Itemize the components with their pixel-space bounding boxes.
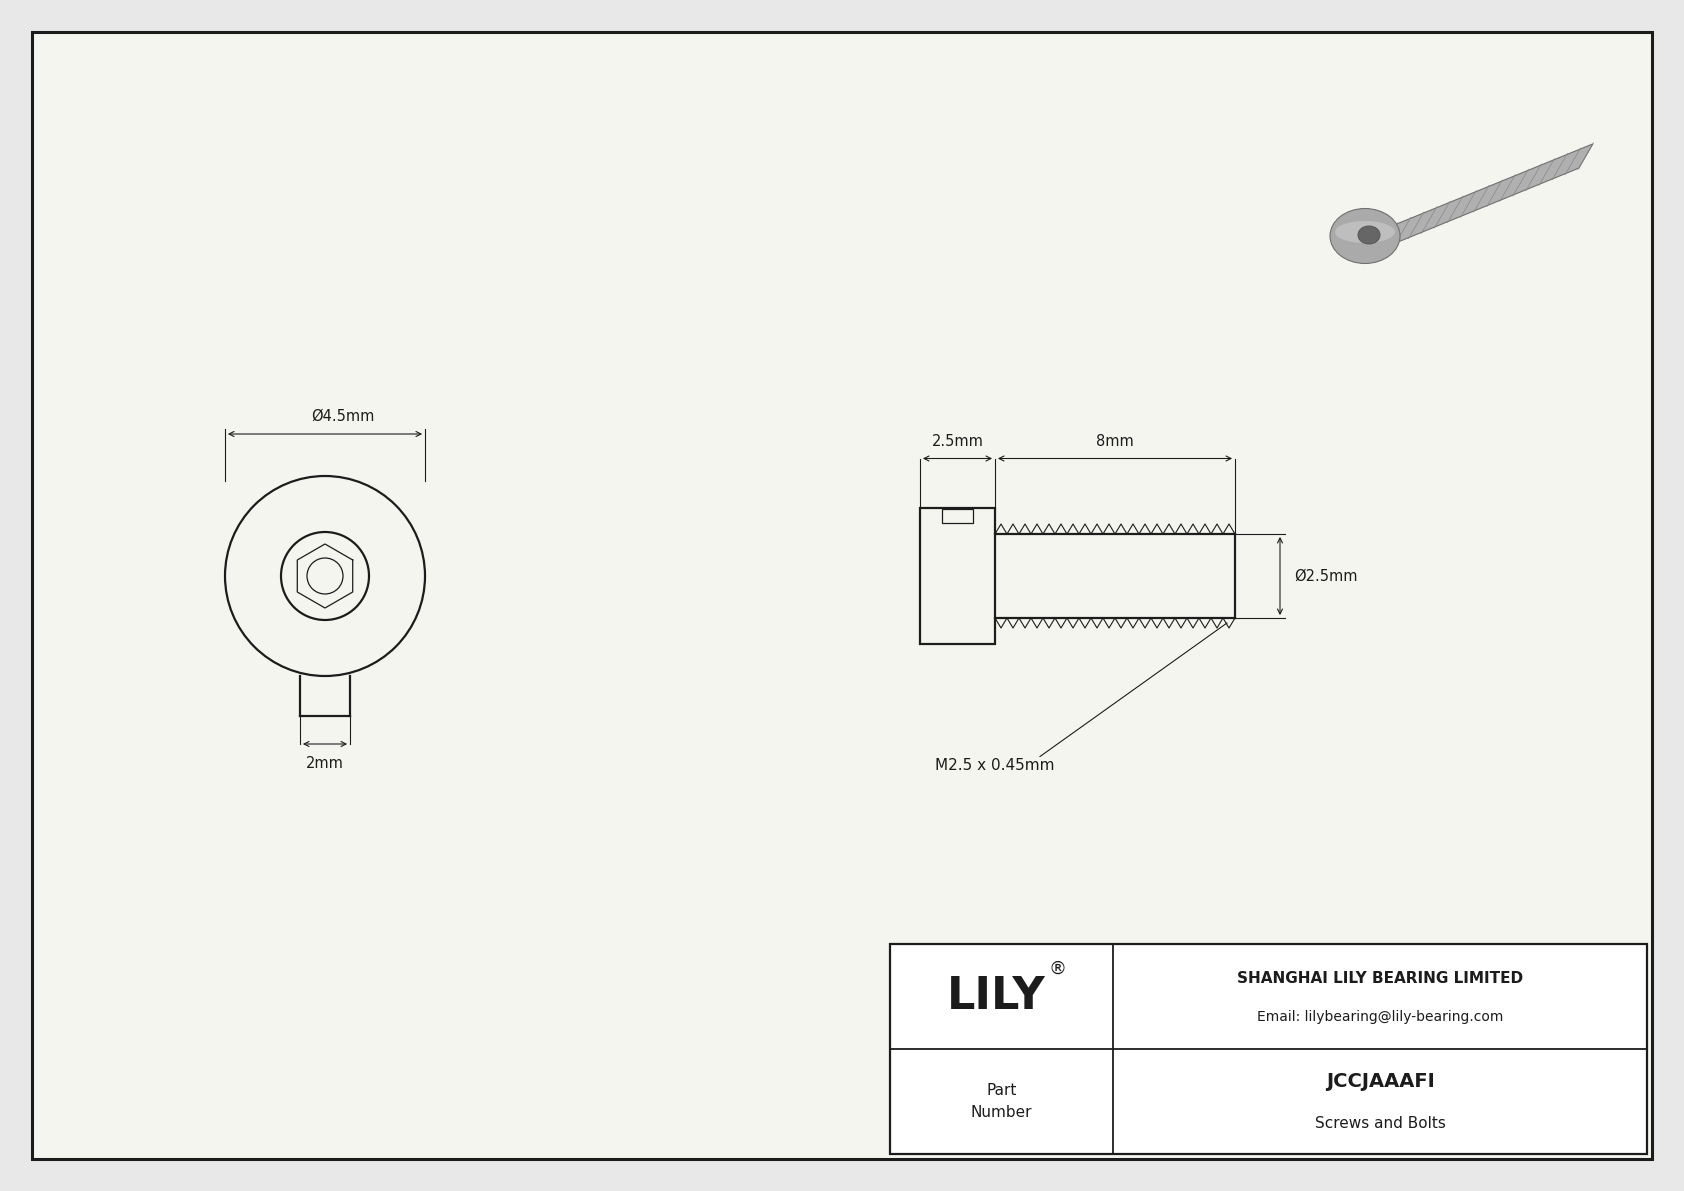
Bar — [891, 944, 1647, 1154]
Text: Ø2.5mm: Ø2.5mm — [1293, 568, 1357, 584]
Text: Ø4.5mm: Ø4.5mm — [312, 409, 374, 424]
Text: Email: lilybearing@lily-bearing.com: Email: lilybearing@lily-bearing.com — [1256, 1010, 1504, 1023]
Text: LILY: LILY — [948, 975, 1046, 1018]
Text: 2.5mm: 2.5mm — [931, 434, 983, 449]
Ellipse shape — [1357, 226, 1379, 244]
Text: M2.5 x 0.45mm: M2.5 x 0.45mm — [935, 759, 1054, 773]
Text: ®: ® — [1049, 960, 1066, 978]
Text: SHANGHAI LILY BEARING LIMITED: SHANGHAI LILY BEARING LIMITED — [1238, 971, 1524, 986]
Ellipse shape — [1335, 222, 1394, 243]
Text: JCCJAAAFI: JCCJAAAFI — [1325, 1072, 1435, 1091]
Text: 2mm: 2mm — [306, 756, 344, 771]
Ellipse shape — [1330, 208, 1399, 263]
Bar — [919, 509, 995, 643]
Bar — [943, 509, 972, 523]
Polygon shape — [1383, 144, 1593, 248]
Text: Part
Number: Part Number — [972, 1083, 1032, 1120]
Text: 8mm: 8mm — [1096, 434, 1133, 449]
Text: Screws and Bolts: Screws and Bolts — [1315, 1116, 1445, 1131]
